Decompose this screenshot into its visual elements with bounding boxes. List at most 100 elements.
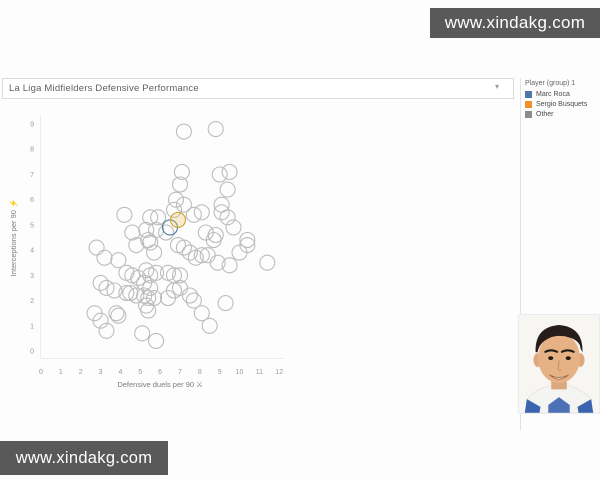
x-tick-label: 1: [59, 369, 63, 376]
scatter-point[interactable]: [140, 289, 157, 307]
scatter-point[interactable]: [92, 312, 109, 329]
y-tick-label: 8: [30, 147, 34, 154]
legend-item-other[interactable]: Other: [525, 111, 599, 118]
scatter-point[interactable]: [96, 249, 113, 266]
scatter-point[interactable]: [219, 209, 236, 226]
page-title: La Liga Midfielders Defensive Performanc…: [9, 83, 199, 94]
scatter-point[interactable]: [110, 307, 127, 324]
scatter-chart: 0 1 2 3 4 5 6 7 8 9 0 1 2 3 4 5 6 7 8 9 10 11 12 Defensive duel…: [2, 100, 512, 405]
scatter-point[interactable]: [128, 237, 145, 254]
scatter-point[interactable]: [185, 292, 202, 309]
scatter-point[interactable]: [185, 206, 202, 223]
scatter-point[interactable]: [239, 231, 256, 249]
y-tick-label: 4: [30, 248, 34, 255]
scatter-point[interactable]: [239, 237, 256, 254]
scatter-point[interactable]: [138, 262, 155, 279]
scatter-point[interactable]: [167, 191, 185, 208]
x-tick-label: 2: [79, 369, 83, 376]
scatter-point[interactable]: [193, 204, 210, 221]
scatter-point[interactable]: [217, 295, 234, 312]
scatter-point[interactable]: [205, 231, 222, 249]
x-tick-label: 11: [256, 369, 263, 376]
scatter-point[interactable]: [148, 264, 165, 281]
y-tick-label: 1: [30, 323, 34, 330]
scatter-point[interactable]: [221, 163, 238, 180]
scatter-point[interactable]: [138, 221, 155, 238]
scatter-point[interactable]: [128, 287, 145, 304]
legend-swatch-icon: [525, 91, 532, 98]
legend-title: Player (group) 1: [525, 80, 576, 87]
legend-item-label: Other: [536, 111, 554, 118]
x-axis-title: Defensive duels per 90 ⚔: [117, 380, 203, 389]
legend-swatch-icon: [525, 101, 532, 108]
legend-item-marc-roca[interactable]: Marc Roca: [525, 91, 599, 98]
legend-panel: Player (group) 1 Marc Roca Sergio Busquet…: [525, 80, 599, 121]
scatter-point[interactable]: [108, 305, 125, 322]
scatter-point[interactable]: [148, 332, 165, 349]
scatter-point[interactable]: [181, 244, 198, 261]
y-tick-label: 3: [30, 273, 34, 280]
scatter-point[interactable]: [193, 305, 210, 322]
player-photo: [518, 314, 600, 414]
scatter-point[interactable]: [171, 176, 189, 193]
watermark-banner-top: www.xindakg.com: [430, 8, 600, 38]
scatter-point[interactable]: [171, 267, 189, 284]
scatter-point[interactable]: [146, 244, 163, 261]
scatter-point[interactable]: [140, 302, 157, 319]
x-tick-label: 3: [99, 369, 103, 376]
watermark-banner-bottom: www.xindakg.com: [0, 441, 168, 475]
scatter-point[interactable]: [142, 234, 159, 251]
scatter-point[interactable]: [221, 257, 238, 274]
scatter-point[interactable]: [201, 317, 218, 334]
scatter-point[interactable]: [136, 274, 153, 291]
scatter-point[interactable]: [193, 247, 210, 264]
scatter-point[interactable]: [175, 196, 192, 213]
x-tick-label: 12: [275, 369, 283, 376]
scatter-point[interactable]: [136, 287, 153, 304]
player-headshot-illustration: [519, 315, 599, 413]
legend-swatch-icon: [525, 111, 532, 118]
scatter-point[interactable]: [259, 254, 276, 271]
scatter-point[interactable]: [165, 201, 183, 218]
y-tick-label: 5: [30, 222, 34, 229]
scatter-point[interactable]: [158, 224, 175, 241]
legend-item-label: Sergio Busquets: [536, 101, 588, 108]
x-tick-label: 5: [138, 369, 142, 376]
x-tick-label: 6: [158, 369, 162, 376]
scatter-point[interactable]: [134, 325, 151, 342]
scatter-point[interactable]: [98, 279, 115, 296]
legend-item-sergio-busquets[interactable]: Sergio Busquets: [525, 101, 599, 108]
scatter-point[interactable]: [98, 322, 115, 339]
scatter-point[interactable]: [207, 121, 224, 138]
scatter-point[interactable]: [213, 204, 230, 221]
x-tick-label: 4: [118, 369, 122, 376]
scatter-point[interactable]: [175, 239, 192, 256]
watermark-text: www.xindakg.com: [444, 13, 586, 32]
scatter-point[interactable]: [150, 209, 167, 226]
scatter-point[interactable]: [116, 206, 133, 223]
y-tick-label: 7: [30, 172, 34, 179]
dashboard-title-bar: La Liga Midfielders Defensive Performanc…: [2, 78, 514, 99]
y-tick-label: 0: [30, 349, 34, 356]
scatter-point[interactable]: [92, 274, 109, 291]
scatter-point[interactable]: [106, 282, 123, 299]
y-tick-label: 6: [30, 197, 34, 204]
x-tick-label: 9: [218, 369, 222, 376]
scatter-point[interactable]: [124, 224, 141, 241]
scatter-point[interactable]: [225, 219, 242, 236]
legend-item-label: Marc Roca: [536, 91, 570, 98]
scatter-point[interactable]: [88, 239, 105, 256]
y-tick-label: 9: [30, 122, 34, 129]
scatter-point[interactable]: [175, 123, 192, 140]
scatter-point[interactable]: [181, 287, 198, 304]
scatter-point[interactable]: [211, 166, 228, 183]
scatter-point[interactable]: [173, 163, 190, 180]
scatter-point[interactable]: [118, 284, 135, 302]
scatter-point[interactable]: [209, 254, 226, 271]
x-tick-label: 10: [236, 369, 244, 376]
scatter-point[interactable]: [219, 181, 236, 198]
chevron-down-icon[interactable]: ▾: [494, 82, 499, 91]
scatter-point[interactable]: [110, 252, 127, 269]
scatter-point-sergio-busquets[interactable]: [169, 211, 187, 228]
